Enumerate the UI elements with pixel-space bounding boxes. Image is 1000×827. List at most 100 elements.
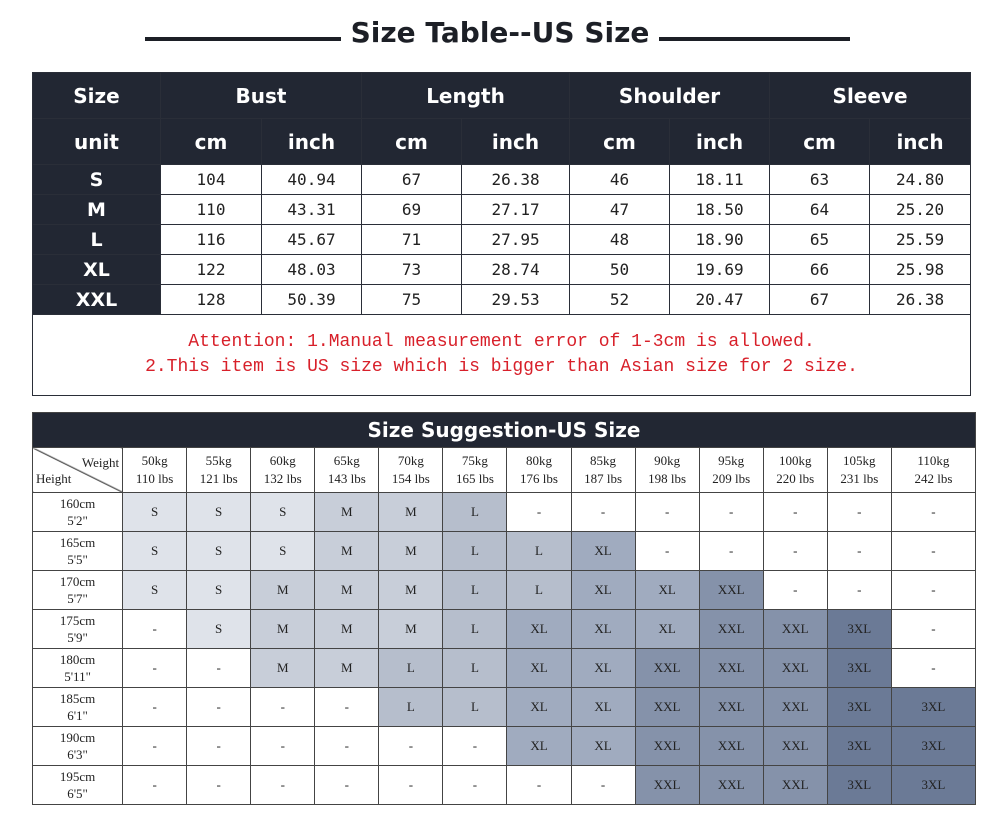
size-suggestion: M xyxy=(378,570,444,610)
height-ft: 5'9" xyxy=(67,630,88,645)
weight-cell: 70kg 154 lbs xyxy=(378,447,444,493)
height-ft: 5'5" xyxy=(67,552,88,567)
weight-cell: 60kg 132 lbs xyxy=(250,447,316,493)
size-suggestion: - xyxy=(314,726,380,766)
size-suggestion: M xyxy=(250,570,316,610)
size-suggestion: M xyxy=(314,570,380,610)
unit-row: unit cm inch cm inch cm inch cm inch xyxy=(32,118,972,165)
weight-cell: 80kg 176 lbs xyxy=(506,447,572,493)
corner-cell: Weight Height xyxy=(31,447,124,493)
unit-cell: inch xyxy=(869,118,972,165)
size-suggestion: XL xyxy=(570,609,636,649)
weight-cell: 95kg 209 lbs xyxy=(698,447,764,493)
measure-cell: 63 xyxy=(769,164,871,195)
size-suggestion: - xyxy=(186,648,252,688)
size-suggestion: - xyxy=(570,492,636,532)
size-suggestion: M xyxy=(314,492,380,532)
size-suggestion: - xyxy=(634,492,700,532)
size-suggestion: 3XL xyxy=(826,765,892,805)
size-cell: M xyxy=(32,194,161,225)
measure-cell: 65 xyxy=(769,224,871,255)
size-suggestion: 3XL xyxy=(826,609,892,649)
weight-row: Weight Height 50kg 110 lbs 55kg 121 lbs 60kg 13… xyxy=(31,447,977,493)
weight-lbs: 132 lbs xyxy=(263,471,302,486)
measure-cell: 110 xyxy=(160,194,262,225)
height-cm: 180cm xyxy=(59,652,96,667)
size-suggestion: XXL xyxy=(698,570,764,610)
size-suggestion: - xyxy=(826,531,892,571)
size-suggestion: XL xyxy=(570,648,636,688)
weight-cell: 85kg 187 lbs xyxy=(570,447,636,493)
attention-line: Attention: 1.Manual measurement error of… xyxy=(188,332,815,352)
size-row: XL 122 48.03 73 28.74 50 19.69 66 25.98 xyxy=(32,254,972,285)
size-suggestion: M xyxy=(250,648,316,688)
height-row: 190cm 6'3" - - - - - - XL XL XXL XXL XXL 3XL 3XL xyxy=(31,726,977,766)
size-suggestion: S xyxy=(186,492,252,532)
size-suggestion: - xyxy=(570,765,636,805)
measure-cell: 73 xyxy=(361,254,463,285)
suggestion-table: Size Suggestion-US Size Weight Height 50kg 1… xyxy=(31,412,977,805)
size-suggestion: - xyxy=(506,492,572,532)
height-cm: 165cm xyxy=(59,535,96,550)
weight-cell: 90kg 198 lbs xyxy=(634,447,700,493)
measure-cell: 45.67 xyxy=(260,224,363,255)
size-suggestion: - xyxy=(762,531,828,571)
size-suggestion: - xyxy=(250,687,316,727)
size-table-body: Size Bust Length Shoulder Sleeve unit cm inch cm… xyxy=(31,72,972,396)
size-suggestion: XXL xyxy=(762,648,828,688)
size-suggestion: S xyxy=(186,570,252,610)
measure-cell: 28.74 xyxy=(461,254,571,285)
measure-cell: 67 xyxy=(769,284,871,315)
size-suggestion: M xyxy=(250,609,316,649)
measure-cell: 26.38 xyxy=(869,284,972,315)
size-suggestion: XXL xyxy=(634,648,700,688)
size-suggestion: XXL xyxy=(762,765,828,805)
weight-cell: 110kg 242 lbs xyxy=(890,447,977,493)
size-suggestion: 3XL xyxy=(890,765,977,805)
height-cell: 175cm 5'9" xyxy=(31,609,124,649)
measure-cell: 52 xyxy=(569,284,671,315)
measure-cell: 29.53 xyxy=(461,284,571,315)
measure-cell: 25.98 xyxy=(869,254,972,285)
measure-cell: 50.39 xyxy=(260,284,363,315)
measure-cell: 27.17 xyxy=(461,194,571,225)
measure-cell: 67 xyxy=(361,164,463,195)
size-suggestion: XXL xyxy=(634,726,700,766)
size-suggestion: L xyxy=(442,609,508,649)
size-suggestion: - xyxy=(506,765,572,805)
size-suggestion: L xyxy=(378,687,444,727)
size-suggestion: XL xyxy=(634,609,700,649)
size-table: Size Bust Length Shoulder Sleeve unit cm inch cm… xyxy=(31,72,972,396)
weight-kg: 80kg xyxy=(525,453,552,468)
size-suggestion: XL xyxy=(570,726,636,766)
weight-lbs: 143 lbs xyxy=(327,471,366,486)
size-suggestion: XL xyxy=(506,648,572,688)
size-suggestion: - xyxy=(698,492,764,532)
weight-kg: 65kg xyxy=(333,453,360,468)
height-ft: 6'5" xyxy=(67,786,88,801)
size-suggestion: M xyxy=(314,609,380,649)
weight-kg: 95kg xyxy=(718,453,745,468)
weight-cell: 100kg 220 lbs xyxy=(762,447,828,493)
weight-kg: 100kg xyxy=(778,453,812,468)
size-suggestion: - xyxy=(762,570,828,610)
weight-kg: 90kg xyxy=(654,453,681,468)
size-suggestion: XXL xyxy=(634,765,700,805)
size-suggestion: M xyxy=(314,648,380,688)
suggestion-title: Size Suggestion-US Size xyxy=(32,412,976,448)
height-cell: 165cm 5'5" xyxy=(31,531,124,571)
weight-kg: 75kg xyxy=(461,453,488,468)
title-rule xyxy=(655,37,850,41)
height-row: 180cm 5'11" - - M M L L XL XL XXL XXL XXL 3XL - xyxy=(31,648,977,688)
size-suggestion: XL xyxy=(634,570,700,610)
size-suggestion: - xyxy=(890,648,977,688)
height-ft: 6'1" xyxy=(67,708,88,723)
weight-lbs: 176 lbs xyxy=(520,471,558,486)
weight-kg: 85kg xyxy=(590,453,617,468)
size-suggestion: - xyxy=(122,648,188,688)
size-suggestion: - xyxy=(698,531,764,571)
weight-kg: 55kg xyxy=(205,453,232,468)
measure-cell: 64 xyxy=(769,194,871,225)
title: Size Table--US Size xyxy=(340,16,660,49)
